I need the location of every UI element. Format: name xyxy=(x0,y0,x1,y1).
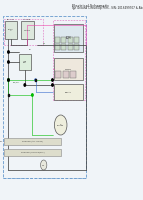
Text: CON: CON xyxy=(42,164,45,166)
Text: IGN
SW: IGN SW xyxy=(23,61,27,63)
Circle shape xyxy=(8,79,9,81)
Text: START: START xyxy=(24,29,31,31)
Text: BATTERY: BATTERY xyxy=(7,18,15,20)
Bar xyxy=(55,71,61,78)
Bar xyxy=(61,44,66,50)
Bar xyxy=(21,21,34,39)
Text: ENGINE: ENGINE xyxy=(87,56,88,64)
Text: RELAY: RELAY xyxy=(65,91,72,93)
Text: GROUND (ALL UNITS): GROUND (ALL UNITS) xyxy=(22,141,43,142)
Bar xyxy=(70,71,76,78)
Text: GND: GND xyxy=(0,141,3,142)
Bar xyxy=(63,71,69,78)
Bar xyxy=(61,37,66,43)
Bar xyxy=(54,24,83,52)
Circle shape xyxy=(35,79,36,81)
Text: GRN/WHT: GRN/WHT xyxy=(13,81,20,83)
Text: CONN: CONN xyxy=(65,68,72,70)
Circle shape xyxy=(32,94,33,96)
Bar xyxy=(74,44,79,50)
Bar xyxy=(68,44,73,50)
Text: Ign Ground Circuit/Op Pres - S/N: 2016499707 & Above: Ign Ground Circuit/Op Pres - S/N: 201649… xyxy=(72,6,143,10)
Circle shape xyxy=(8,51,9,53)
Text: GROUND (UNITS W/DPF): GROUND (UNITS W/DPF) xyxy=(21,152,44,153)
Text: GRN: GRN xyxy=(43,44,46,45)
Bar xyxy=(54,84,83,100)
Text: BATT
+: BATT + xyxy=(8,29,14,31)
Bar xyxy=(55,37,60,43)
Circle shape xyxy=(8,79,9,81)
Bar xyxy=(54,58,83,80)
Bar xyxy=(4,19,43,45)
Circle shape xyxy=(52,84,53,86)
Circle shape xyxy=(24,84,26,86)
Circle shape xyxy=(52,79,53,81)
Bar xyxy=(55,44,60,50)
Circle shape xyxy=(41,160,47,170)
Text: ECM: ECM xyxy=(65,36,71,40)
Text: Electrical Schematic: Electrical Schematic xyxy=(72,4,109,8)
Circle shape xyxy=(8,61,9,63)
Bar xyxy=(35,79,36,81)
Bar xyxy=(3,16,87,178)
Circle shape xyxy=(54,115,67,135)
Bar xyxy=(4,138,61,145)
Text: STARTER: STARTER xyxy=(23,18,31,20)
Bar xyxy=(5,21,17,39)
Bar xyxy=(68,37,73,43)
Bar xyxy=(52,20,85,100)
Bar xyxy=(4,149,61,156)
Bar xyxy=(8,94,9,96)
Bar xyxy=(74,37,79,43)
Text: OP
SENDER: OP SENDER xyxy=(57,124,64,126)
Text: BLK: BLK xyxy=(29,48,32,49)
Bar xyxy=(19,54,31,70)
